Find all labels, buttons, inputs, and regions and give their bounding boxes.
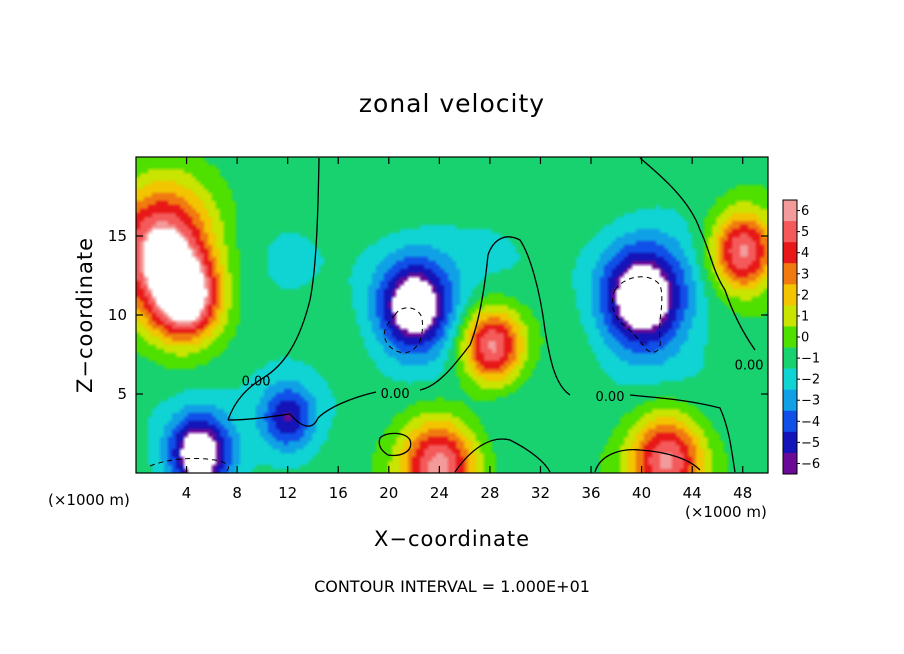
field-plot: 0.000.00 0.000.00 4 8 12 16 20 24 28 32 36 40 44 485… xyxy=(108,156,769,502)
x-tick-label: 4 xyxy=(182,484,192,502)
colorbar: 6 5 4 3 2 1 0 −1 −2 −3 −4 −5 −6 xyxy=(782,199,820,475)
y-tick-label: 15 xyxy=(108,227,127,245)
colorbar-swatch xyxy=(783,221,797,243)
colorbar-label: −1 xyxy=(801,352,820,367)
contour-bottom-right xyxy=(594,449,701,473)
colorbar-swatch xyxy=(783,284,797,306)
colorbar-label: 5 xyxy=(801,225,809,240)
colorbar-swatch xyxy=(783,368,797,390)
colorbar-label: 3 xyxy=(801,267,809,282)
x-tick-label: 44 xyxy=(683,484,702,502)
colorbar-swatch xyxy=(783,347,797,369)
contour-labels: 0.00 0.00 0.00 0.00 xyxy=(242,359,764,406)
x-unit-label-left: (×1000 m) xyxy=(48,491,130,509)
y-tick-label: 5 xyxy=(117,385,127,403)
colorbar-label: −4 xyxy=(801,415,820,430)
x-tick-label: 8 xyxy=(232,484,242,502)
x-unit-label-right: (×1000 m) xyxy=(685,503,767,521)
colorbar-swatch xyxy=(783,389,797,412)
y-tick-label: 10 xyxy=(108,306,127,324)
contour-interval-footer: CONTOUR INTERVAL = 1.000E+01 xyxy=(314,577,590,596)
colorbar-label: 1 xyxy=(801,309,809,324)
colorbar-label: −3 xyxy=(801,394,820,409)
colorbar-swatch xyxy=(783,431,797,454)
contour-dashed-right-vortex xyxy=(611,276,663,353)
colorbar-label: 4 xyxy=(801,246,809,261)
y-axis-title: Z−coordinate xyxy=(73,237,97,393)
contour-label: 0.00 xyxy=(381,387,410,402)
colorbar-label: 0 xyxy=(801,331,809,346)
x-tick-label: 32 xyxy=(531,484,550,502)
x-tick-label: 24 xyxy=(430,484,449,502)
colorbar-label: −6 xyxy=(801,457,820,472)
zero-contours xyxy=(227,157,756,473)
contour-small-loop xyxy=(378,432,412,457)
contour-lower-middle xyxy=(419,236,571,396)
colorbar-label: −5 xyxy=(801,436,820,451)
contour-label: 0.00 xyxy=(242,374,271,389)
colorbar-swatch xyxy=(783,242,797,264)
negative-contours xyxy=(149,276,663,473)
colorbar-swatch xyxy=(783,263,797,285)
x-tick-label: 40 xyxy=(632,484,651,502)
x-tick-label: 20 xyxy=(379,484,398,502)
contour-bottom-center xyxy=(454,438,551,473)
colorbar-swatch xyxy=(783,200,797,222)
colorbar-swatch xyxy=(783,305,797,327)
x-tick-label: 36 xyxy=(581,484,600,502)
contour-right-column xyxy=(639,157,756,351)
contour-label: 0.00 xyxy=(596,390,625,405)
x-axis-title: X−coordinate xyxy=(374,527,530,551)
contour-lower-left xyxy=(227,391,377,427)
colorbar-label: 2 xyxy=(801,288,809,303)
colorbar-swatch xyxy=(783,452,797,475)
contour-left-column xyxy=(227,157,320,421)
x-tick-label: 48 xyxy=(733,484,752,502)
colorbar-swatch xyxy=(783,410,797,433)
colorbar-label: −2 xyxy=(801,373,820,388)
contour-dashed-bottom-left xyxy=(149,457,229,473)
contour-lower-right xyxy=(629,394,736,473)
contour-label: 0.00 xyxy=(735,359,764,374)
colorbar-swatch xyxy=(783,326,797,348)
x-tick-label: 28 xyxy=(480,484,499,502)
contour-dashed-left-vortex xyxy=(383,307,423,354)
velocity-field-image xyxy=(136,157,768,473)
chart-title: zonal velocity xyxy=(359,89,545,118)
x-tick-label: 12 xyxy=(278,484,297,502)
x-tick-label: 16 xyxy=(329,484,348,502)
colorbar-label: 6 xyxy=(801,204,809,219)
